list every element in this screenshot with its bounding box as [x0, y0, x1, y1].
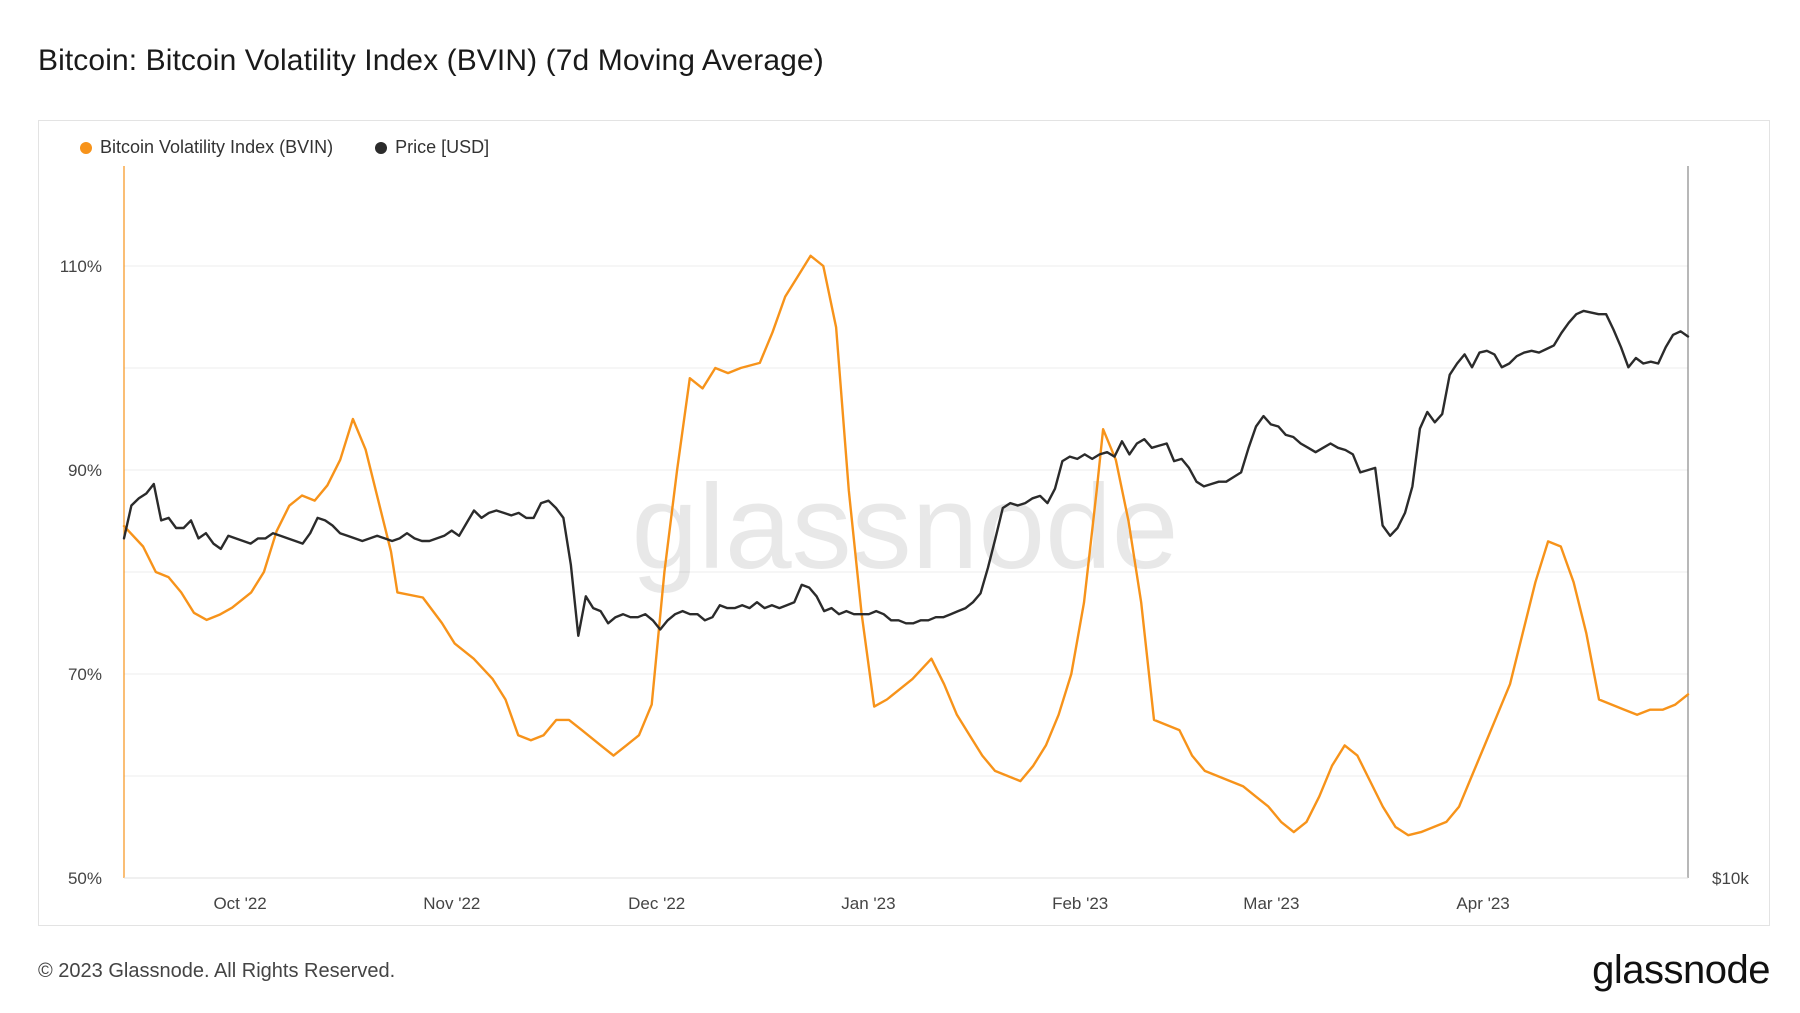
x-tick-label: Jan '23 [841, 894, 895, 913]
legend-item-bvin[interactable]: Bitcoin Volatility Index (BVIN) [80, 137, 333, 158]
chart-title: Bitcoin: Bitcoin Volatility Index (BVIN)… [38, 44, 824, 77]
x-tick-label: Nov '22 [423, 894, 480, 913]
y-left-tick-label: 110% [60, 257, 102, 276]
watermark-text: glassnode [631, 460, 1178, 594]
x-tick-label: Apr '23 [1456, 894, 1509, 913]
y-right-tick-label: $10k [1712, 869, 1749, 888]
y-left-tick-label: 50% [68, 869, 102, 888]
series-line-price[interactable] [122, 309, 1690, 637]
copyright-text: © 2023 Glassnode. All Rights Reserved. [38, 960, 396, 982]
legend-label-price: Price [USD] [395, 137, 490, 157]
x-tick-label: Feb '23 [1052, 894, 1108, 913]
x-tick-label: Oct '22 [213, 894, 266, 913]
legend: Bitcoin Volatility Index (BVIN) Price [U… [80, 137, 489, 158]
glassnode-logo[interactable]: glassnode [1592, 948, 1770, 992]
legend-label-bvin: Bitcoin Volatility Index (BVIN) [100, 137, 334, 157]
legend-item-price[interactable]: Price [USD] [375, 137, 489, 158]
chart-panel [38, 120, 1770, 926]
legend-dot-bvin [80, 141, 92, 154]
y-left-tick-label: 90% [68, 461, 102, 480]
x-tick-label: Dec '22 [628, 894, 685, 913]
x-tick-label: Mar '23 [1243, 894, 1299, 913]
y-left-tick-label: 70% [68, 665, 102, 684]
legend-dot-price [375, 141, 388, 154]
series-line-bvin[interactable] [122, 254, 1690, 837]
